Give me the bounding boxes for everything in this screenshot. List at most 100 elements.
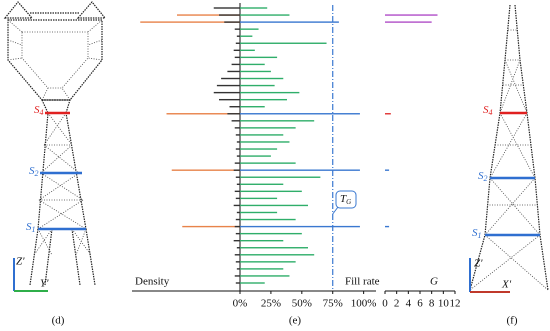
- bar: [235, 176, 240, 178]
- bar: [177, 14, 240, 16]
- section-label: S4: [483, 104, 493, 117]
- bar: [240, 7, 268, 9]
- panel-label: (e): [289, 315, 302, 327]
- bar: [240, 211, 278, 214]
- bar: [235, 197, 240, 200]
- annotation-box: [335, 190, 357, 209]
- bar: [240, 14, 290, 16]
- bar: [236, 211, 240, 214]
- x-tick-label: 4: [406, 298, 412, 310]
- bar: [221, 77, 240, 80]
- bar: [234, 275, 240, 277]
- bar: [240, 254, 315, 256]
- bar: [240, 162, 296, 164]
- x-tick-label: 100%: [351, 298, 377, 310]
- bar: [240, 261, 296, 263]
- bar: [240, 21, 339, 23]
- tower-d: S4 S2 S1 Z' Y': [3, 1, 107, 292]
- bar: [385, 14, 438, 16]
- bar: [240, 98, 287, 101]
- x-tick-label: 10: [438, 298, 450, 310]
- bar: [234, 28, 240, 30]
- bar: [236, 155, 240, 157]
- bar: [240, 204, 308, 207]
- bar: [385, 113, 391, 115]
- bar: [240, 197, 278, 200]
- bar: [140, 21, 240, 23]
- bar: [233, 204, 240, 207]
- bar: [240, 120, 315, 122]
- x-tick-label: 0: [382, 298, 388, 310]
- axis-label: Y': [40, 278, 49, 290]
- bar: [182, 225, 240, 228]
- bar: [240, 247, 308, 249]
- bar: [219, 98, 240, 101]
- bar: [235, 261, 240, 263]
- bar: [233, 49, 240, 52]
- section-label: S4: [34, 104, 44, 117]
- bar: [166, 113, 240, 115]
- axis-title: Fill rate: [345, 276, 380, 288]
- axis-label: Z': [16, 256, 25, 268]
- bar: [235, 42, 240, 44]
- bar: [240, 275, 290, 277]
- x-tick-label: 6: [417, 298, 423, 310]
- bar: [240, 190, 302, 193]
- bar: [240, 239, 284, 242]
- bar: [229, 106, 240, 108]
- bar: [236, 141, 240, 143]
- bar: [385, 225, 390, 228]
- section-label: S1: [26, 221, 36, 234]
- bar: [240, 113, 360, 115]
- bar: [240, 134, 284, 136]
- bar: [240, 127, 296, 129]
- bar: [240, 35, 253, 37]
- annotation: TG: [340, 193, 351, 206]
- bar: [240, 155, 271, 157]
- bar: [234, 162, 240, 164]
- bar: [231, 63, 240, 66]
- bar: [235, 148, 240, 150]
- bar: [234, 225, 240, 228]
- bar: [234, 127, 240, 129]
- bar: [240, 148, 278, 150]
- x-tick-label: 2: [394, 298, 400, 310]
- bar: [235, 134, 240, 136]
- bar: [240, 218, 296, 221]
- axis-title: Density: [135, 276, 170, 288]
- x-tick-label: 75%: [323, 298, 343, 310]
- bar: [240, 268, 284, 270]
- bar: [233, 239, 240, 242]
- bar: [213, 7, 240, 9]
- annotation-pointer: [332, 206, 339, 215]
- bar: [219, 14, 240, 16]
- bar: [236, 247, 240, 249]
- bar: [240, 232, 302, 235]
- bar: [227, 70, 240, 73]
- annotation-sub: G: [346, 198, 351, 206]
- section-label: S2: [478, 170, 488, 183]
- bar: [234, 56, 240, 59]
- bar: [240, 70, 271, 73]
- annotation-main: T: [340, 193, 347, 205]
- panel-label: (f): [507, 315, 518, 327]
- x-tick-label: 50%: [292, 298, 312, 310]
- bar: [236, 35, 240, 37]
- x-tick-label: 12: [450, 298, 461, 310]
- bar: [240, 42, 327, 44]
- bar: [240, 225, 360, 228]
- bar: [240, 77, 284, 80]
- bar: [240, 84, 275, 87]
- bar: [213, 91, 240, 94]
- bar: [240, 91, 300, 94]
- bar: [234, 190, 240, 193]
- bar: [233, 169, 240, 171]
- bar: [240, 56, 278, 59]
- tower-f: S4 S2 S1 Z' X': [469, 4, 549, 293]
- bar: [240, 49, 255, 52]
- bar: [216, 84, 240, 87]
- bar: [234, 254, 240, 256]
- bar: [171, 169, 240, 171]
- bar: [236, 183, 240, 185]
